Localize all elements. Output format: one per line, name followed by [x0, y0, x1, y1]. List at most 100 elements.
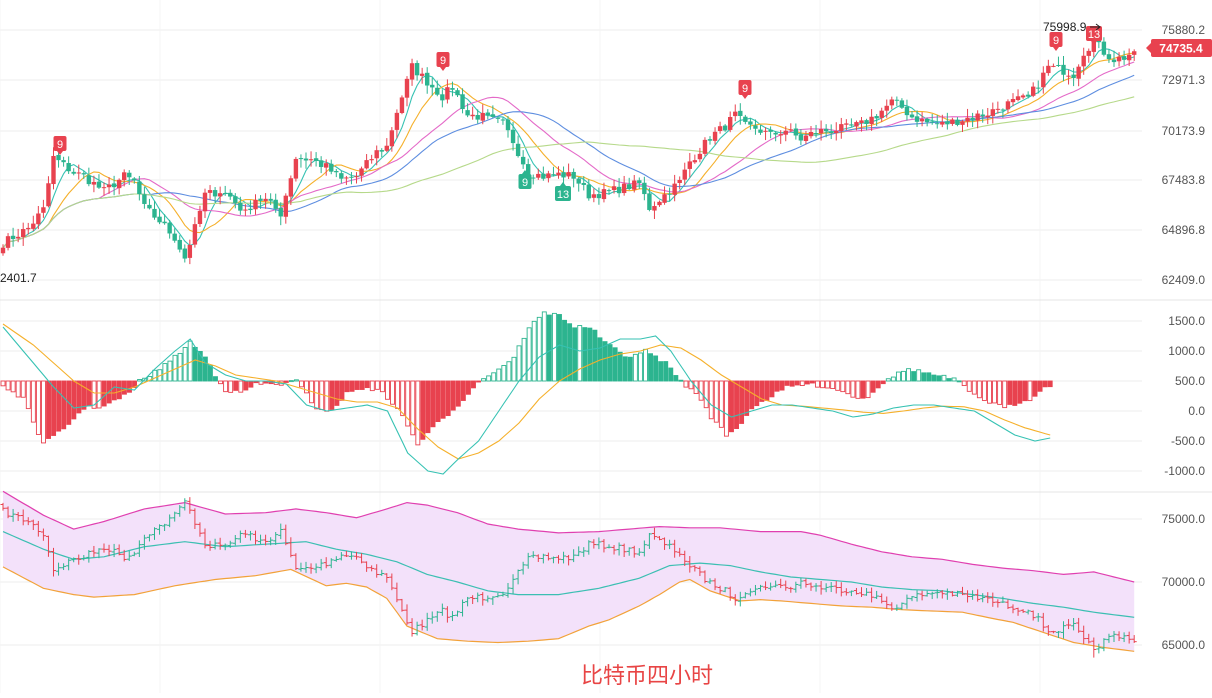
candle-body — [834, 130, 839, 134]
macd-histogram-bar — [0, 380, 6, 387]
candle-body — [844, 123, 849, 125]
macd-histogram-bar — [921, 372, 927, 382]
macd-histogram-bar — [1027, 380, 1033, 402]
candle-body — [919, 119, 925, 122]
macd-tick-label: -500.0 — [1171, 434, 1205, 448]
macd-tick-label: 1500.0 — [1168, 314, 1205, 328]
candle-body — [425, 72, 430, 86]
candle-body — [116, 179, 122, 189]
macd-histogram-bar — [238, 380, 244, 393]
candle-body — [233, 196, 238, 203]
macd-histogram-bar — [774, 380, 780, 392]
candle-body — [0, 247, 6, 254]
low-price-label: 2401.7 — [0, 271, 37, 285]
macd-histogram-bar — [804, 380, 810, 385]
macd-histogram-bar — [971, 380, 977, 395]
td-marker-pointer-icon — [742, 95, 748, 99]
td-marker-pointer-icon — [560, 182, 566, 186]
candle-body — [15, 236, 21, 239]
macd-histogram-bar — [359, 380, 365, 390]
candle-body — [596, 194, 602, 199]
macd-histogram-bar — [870, 380, 876, 393]
macd-histogram-bar — [557, 314, 562, 382]
td-marker-pointer-icon — [440, 67, 446, 71]
td-marker: 9 — [738, 80, 752, 99]
candle-body — [758, 129, 763, 133]
macd-histogram-bar — [96, 380, 102, 409]
macd-histogram-bar — [35, 380, 41, 435]
td-marker: 13 — [555, 182, 571, 201]
bollinger-panel — [0, 490, 1137, 658]
candle-body — [591, 194, 597, 198]
macd-tick-label: 1000.0 — [1168, 344, 1205, 358]
candle-body — [914, 116, 920, 122]
macd-histogram-bar — [202, 356, 208, 382]
candle-body — [288, 178, 294, 197]
macd-histogram-bar — [562, 319, 567, 382]
candle-body — [460, 94, 465, 110]
candle-body — [1116, 56, 1122, 62]
candle-body — [945, 121, 950, 125]
macd-histogram-bar — [592, 329, 598, 382]
candle-body — [152, 208, 157, 218]
candle-body — [1111, 59, 1117, 63]
macd-histogram-bar — [283, 380, 289, 383]
macd-histogram-bar — [379, 380, 385, 393]
macd-histogram-bar — [25, 380, 31, 410]
ma20-line — [2, 61, 1135, 249]
macd-tick-label: 0.0 — [1188, 404, 1205, 418]
macd-histogram-bar — [30, 380, 36, 423]
macd-histogram-bar — [506, 361, 512, 382]
candle-body — [505, 119, 511, 131]
candle-body — [1101, 41, 1107, 55]
macd-histogram-bar — [632, 353, 638, 382]
macd-histogram-bar — [243, 380, 249, 391]
macd-histogram-bar — [825, 380, 831, 389]
candle-body — [339, 173, 344, 179]
candle-body — [798, 134, 804, 141]
candle-body — [728, 117, 733, 130]
candle-body — [147, 204, 152, 209]
ma30-line — [2, 74, 1135, 249]
candle-body — [485, 112, 490, 116]
td-marker-pointer-icon — [1053, 47, 1059, 51]
macd-histogram-bar — [526, 327, 532, 382]
candle-body — [551, 174, 556, 176]
candle-body — [808, 131, 814, 137]
macd-tick-label: -1000.0 — [1164, 464, 1205, 478]
macd-histogram-bar — [951, 377, 957, 382]
macd-histogram-bar — [820, 380, 825, 389]
candle-body — [970, 117, 975, 120]
td-marker-badge — [53, 136, 67, 151]
macd-histogram-bar — [981, 380, 987, 401]
candle-body — [778, 134, 783, 136]
macd-histogram-bar — [218, 380, 223, 385]
candle-body — [495, 117, 501, 119]
macd-histogram-bar — [850, 380, 856, 398]
candle-body — [813, 133, 819, 135]
current-price-tag: 74735.4 — [1146, 39, 1212, 57]
candle-body — [1025, 94, 1031, 97]
bollinger-lower-line — [2, 490, 1135, 583]
macd-histogram-bar — [754, 380, 760, 407]
candle-body — [450, 88, 455, 90]
macd-histogram-bar — [228, 380, 234, 393]
candle-body — [1015, 96, 1021, 101]
candle-body — [1036, 87, 1041, 89]
td-marker-pointer-icon — [522, 170, 528, 174]
macd-histogram-bar — [425, 380, 431, 434]
candlesticks — [0, 27, 1137, 265]
bollinger-upper-line — [2, 566, 1135, 652]
candle-body — [81, 173, 86, 175]
price-panel: 9 9 9 13 9 9 13 — [0, 26, 1137, 265]
candle-body — [657, 201, 662, 206]
candle-body — [172, 233, 177, 241]
candle-body — [965, 117, 970, 122]
td-marker-badge — [738, 80, 752, 95]
candle-body — [157, 216, 162, 223]
candle-body — [899, 100, 905, 108]
macd-histogram-bar — [617, 351, 623, 382]
macd-histogram-bar — [648, 353, 653, 382]
td-marker: 9 — [1049, 32, 1063, 51]
td-marker: 9 — [518, 170, 532, 189]
